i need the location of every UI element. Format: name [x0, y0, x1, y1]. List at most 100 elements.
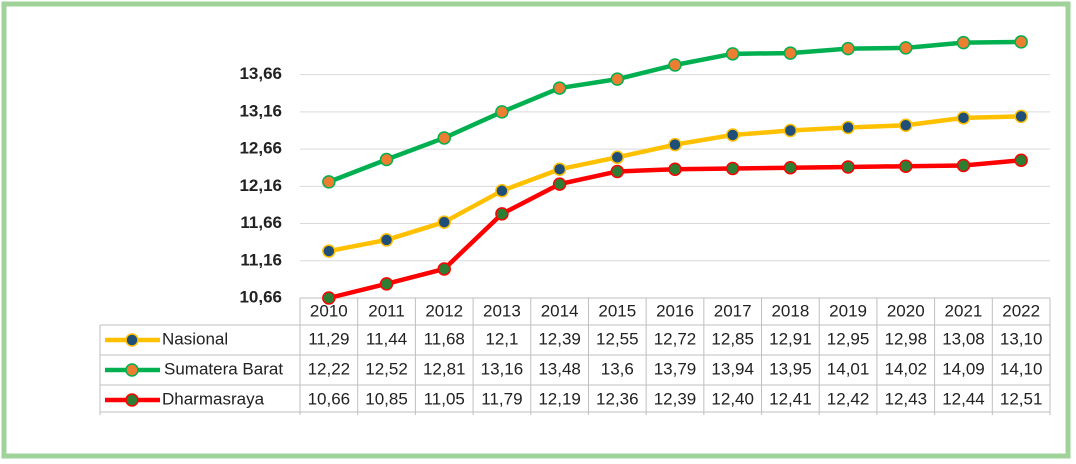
marker [841, 160, 855, 174]
y-tick-label: 11,66 [240, 213, 282, 232]
table-value: 12,1 [485, 329, 518, 348]
y-tick-label: 13,66 [239, 64, 282, 83]
table-value: 14,02 [884, 359, 927, 378]
table-value: 11,44 [366, 329, 407, 348]
marker [552, 177, 567, 191]
legend-label: Nasional [162, 329, 228, 348]
table-value: 13,6 [601, 359, 634, 378]
marker [437, 262, 451, 276]
legend-label: Dharmasraya [162, 389, 265, 408]
marker [899, 159, 913, 173]
x-tick-label: 2015 [598, 301, 636, 320]
marker [899, 41, 913, 55]
table-value: 12,55 [596, 329, 639, 348]
table-value: 11,79 [481, 389, 522, 408]
marker [783, 123, 798, 138]
marker [379, 233, 394, 247]
table-value: 11,29 [308, 329, 349, 348]
table-value: 13,16 [481, 359, 524, 378]
y-tick-label: 13,16 [239, 101, 282, 120]
marker [379, 152, 394, 167]
marker [725, 161, 740, 176]
table-value: 13,10 [1000, 329, 1043, 348]
table-value: 13,94 [711, 359, 754, 378]
marker [552, 162, 567, 176]
marker [322, 291, 336, 305]
table-value: 12,43 [884, 389, 927, 408]
x-tick-label: 2012 [425, 301, 463, 320]
table-value: 12,39 [654, 389, 697, 408]
marker [610, 150, 625, 165]
table-value: 12,72 [654, 329, 697, 348]
marker [725, 128, 740, 142]
table-value: 12,40 [711, 389, 754, 408]
marker [1014, 35, 1028, 49]
table-value: 12,51 [1000, 389, 1043, 408]
x-tick-label: 2014 [541, 301, 579, 320]
x-tick-label: 2022 [1002, 301, 1040, 320]
y-tick-label: 11,16 [240, 250, 282, 269]
x-tick-label: 2016 [656, 301, 694, 320]
table-value: 13,48 [538, 359, 581, 378]
marker [841, 120, 855, 135]
x-tick-label: 2021 [945, 301, 983, 320]
table-value: 12,85 [711, 329, 754, 348]
table-value: 12,44 [942, 389, 985, 408]
marker [610, 72, 625, 86]
table-value: 14,10 [1000, 359, 1043, 378]
x-tick-label: 2013 [483, 301, 521, 320]
marker [841, 41, 855, 56]
marker [495, 207, 509, 221]
x-tick-label: 2011 [368, 301, 405, 320]
table-value: 12,22 [308, 359, 351, 378]
marker [668, 137, 682, 152]
table-value: 12,98 [884, 329, 927, 348]
x-tick-label: 2020 [887, 301, 925, 320]
y-tick-label: 10,66 [239, 287, 282, 306]
legend-marker [125, 393, 139, 407]
table-value: 12,39 [538, 329, 581, 348]
table-value: 14,09 [942, 359, 985, 378]
legend-marker [125, 333, 139, 347]
x-tick-label: 2010 [310, 301, 348, 320]
y-tick-label: 12,16 [239, 176, 282, 195]
table-value: 12,91 [769, 329, 812, 348]
marker [783, 46, 798, 60]
marker [956, 158, 971, 173]
marker [668, 162, 682, 176]
legend-label: Sumatera Barat [164, 359, 283, 378]
table-value: 12,52 [365, 359, 408, 378]
marker [1014, 153, 1028, 168]
table-value: 12,95 [827, 329, 870, 348]
table-value: 11,68 [424, 329, 465, 348]
table-value: 11,05 [424, 389, 465, 408]
y-tick-label: 12,66 [239, 139, 282, 158]
table-value: 13,95 [769, 359, 812, 378]
marker [322, 244, 336, 258]
marker [552, 81, 567, 95]
marker [1014, 109, 1028, 124]
table-value: 13,79 [654, 359, 697, 378]
marker [437, 215, 451, 229]
marker [495, 184, 509, 198]
marker [610, 164, 625, 179]
marker [437, 131, 451, 145]
table-value: 12,19 [538, 389, 581, 408]
table-value: 14,01 [827, 359, 870, 378]
legend-marker [125, 363, 139, 377]
marker [322, 175, 336, 189]
marker [495, 105, 509, 119]
marker [379, 277, 394, 291]
table-value: 13,08 [942, 329, 985, 348]
table-value: 12,36 [596, 389, 639, 408]
table-value: 12,81 [423, 359, 466, 378]
marker [668, 58, 682, 72]
x-tick-label: 2018 [771, 301, 809, 320]
marker [956, 111, 971, 125]
table-value: 12,41 [769, 389, 812, 408]
x-tick-label: 2019 [829, 301, 867, 320]
table-value: 10,85 [365, 389, 408, 408]
marker [956, 35, 971, 50]
